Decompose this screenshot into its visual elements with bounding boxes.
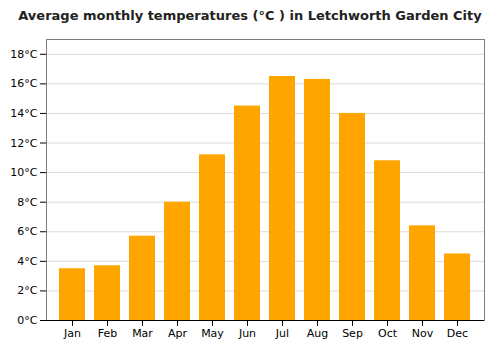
svg-text:Dec: Dec <box>447 327 468 340</box>
svg-text:10°C: 10°C <box>10 166 37 179</box>
svg-text:16°C: 16°C <box>10 77 37 90</box>
svg-text:Mar: Mar <box>132 327 153 340</box>
svg-text:Aug: Aug <box>307 327 328 340</box>
svg-text:12°C: 12°C <box>10 137 37 150</box>
svg-text:18°C: 18°C <box>10 48 37 61</box>
svg-text:May: May <box>201 327 224 340</box>
svg-text:Jun: Jun <box>238 327 256 340</box>
svg-text:Apr: Apr <box>168 327 188 340</box>
svg-text:0°C: 0°C <box>17 314 37 327</box>
svg-text:8°C: 8°C <box>17 196 37 209</box>
svg-text:Jul: Jul <box>275 327 289 340</box>
svg-text:Sep: Sep <box>342 327 363 340</box>
svg-text:6°C: 6°C <box>17 225 37 238</box>
svg-text:Oct: Oct <box>378 327 398 340</box>
svg-text:4°C: 4°C <box>17 255 37 268</box>
svg-text:Feb: Feb <box>98 327 117 340</box>
svg-text:14°C: 14°C <box>10 107 37 120</box>
html-text:Average monthly temperatures (: Average monthly temperatures (°C ) in Le… <box>18 8 482 23</box>
svg-text:Nov: Nov <box>412 327 434 340</box>
svg-text:2°C: 2°C <box>17 284 37 297</box>
svg-text:Jan: Jan <box>63 327 81 340</box>
